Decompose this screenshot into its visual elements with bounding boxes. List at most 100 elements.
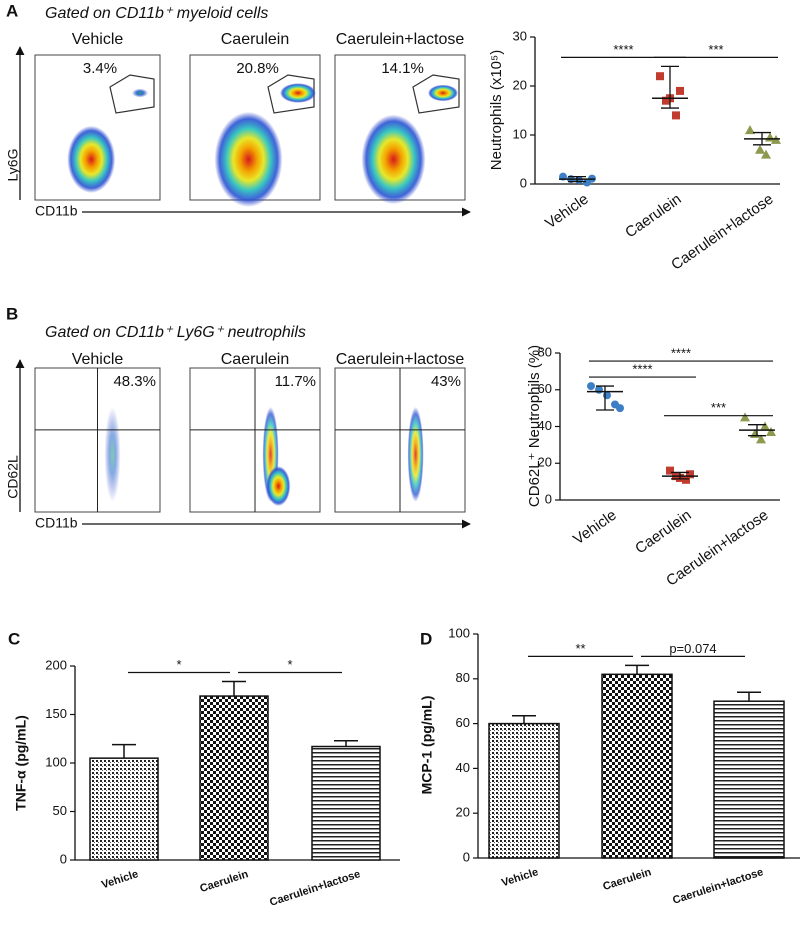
flow-y-label: Ly6G [5,149,21,182]
data-point [755,144,765,154]
data-point [672,111,680,120]
significance-label: *** [711,400,726,415]
data-point [761,149,771,159]
data-point [595,385,603,394]
data-point [745,125,755,135]
quadrant-percent: 48.3% [113,373,156,390]
density-streak [104,406,121,502]
y-tick-label: 80 [538,344,552,359]
significance-label: ** [575,641,585,656]
significance-label: **** [613,42,633,57]
panel-label: D [420,629,432,648]
y-tick-label: 0 [545,491,552,506]
quadrant-percent: 11.7% [275,373,316,390]
significance-label: p=0.074 [669,641,716,656]
significance-label: **** [671,346,691,361]
category-label: Vehicle [570,507,619,549]
gate-percent: 14.1% [381,60,424,77]
gating-title: Gated on CD11b⁺ Ly6G⁺ neutrophils [45,324,306,341]
density-core [266,466,291,507]
data-point [676,86,684,95]
group-label: Vehicle [72,31,124,48]
y-tick-label: 50 [53,803,67,818]
y-axis-label: Neutrophils (x10⁵) [488,50,505,170]
data-point [603,391,611,400]
group-label: Caerulein+lactose [336,31,465,48]
flow-x-label: CD11b [35,515,78,531]
flow-y-label: CD62L [5,455,21,499]
y-tick-label: 60 [456,715,470,730]
density-streak [407,406,424,502]
category-label: Caerulein [601,866,653,893]
significance-label: * [176,657,181,672]
significance-label: * [287,657,292,672]
group-label: Caerulein+lactose [336,351,465,368]
y-tick-label: 10 [513,126,527,141]
bar [601,673,673,859]
gate [109,74,155,114]
gate [412,74,460,114]
y-tick-label: 40 [456,760,470,775]
panel-label: A [6,1,18,20]
gate-cloud [428,84,458,102]
category-label: Caerulein [622,191,684,242]
gate-percent: 3.4% [83,60,117,77]
y-tick-label: 30 [513,28,527,43]
category-label: Vehicle [542,191,591,233]
data-point [682,475,690,484]
quadrant-percent: 43% [431,373,461,390]
group-label: Vehicle [72,351,124,368]
bar [199,695,269,861]
y-tick-label: 80 [456,670,470,685]
y-tick-label: 0 [463,849,470,864]
panel-label: C [8,629,20,648]
y-tick-label: 60 [538,381,552,396]
gating-title: Gated on CD11b⁺ myeloid cells [45,5,268,22]
data-point [740,412,750,422]
category-label: Vehicle [500,866,540,889]
y-axis-label: TNF-α (pg/mL) [13,715,29,811]
category-label: Caerulein [198,868,250,895]
data-point [766,427,776,437]
data-point [587,382,595,391]
data-point [756,434,766,444]
category-label: Vehicle [100,868,140,891]
data-point [666,466,674,475]
gate-cloud [280,83,316,103]
y-tick-label: 0 [520,175,527,190]
category-label: Caerulein+lactose [668,191,776,274]
panel-label: B [6,304,18,323]
gate-cloud [132,88,148,98]
y-tick-label: 150 [45,706,67,721]
category-label: Caerulein [632,507,694,558]
data-point [656,72,664,81]
y-axis-label: CD62L⁺ Neutrophils (%) [526,345,543,507]
y-tick-label: 0 [60,851,67,866]
bar [488,722,560,859]
y-tick-label: 40 [538,418,552,433]
data-point [616,404,624,413]
gate-percent: 20.8% [236,60,279,77]
y-tick-label: 20 [538,455,552,470]
y-tick-label: 200 [45,657,67,672]
bar [713,700,785,859]
data-point [662,96,670,105]
density-cloud [214,111,283,207]
y-tick-label: 20 [456,805,470,820]
y-tick-label: 100 [45,754,67,769]
significance-label: **** [632,362,652,377]
flow-x-label: CD11b [35,203,78,219]
bar [89,757,159,861]
data-point [760,421,770,431]
bar [311,745,381,861]
significance-label: *** [708,42,723,57]
y-axis-label: MCP-1 (pg/mL) [419,696,435,795]
density-cloud [67,125,116,193]
y-tick-label: 20 [513,77,527,92]
density-cloud [361,114,426,205]
y-tick-label: 100 [448,625,470,640]
group-label: Caerulein [221,31,289,48]
data-point [686,470,694,479]
category-label: Caerulein+lactose [268,868,362,909]
